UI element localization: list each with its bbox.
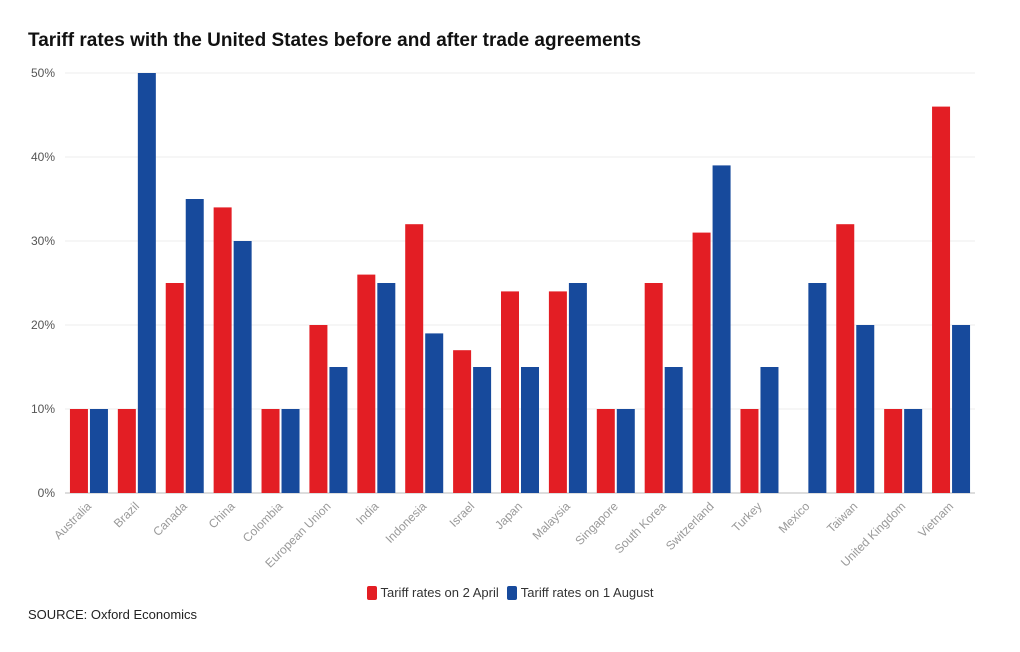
y-tick-label: 40% — [31, 150, 55, 164]
y-tick-label: 10% — [31, 402, 55, 416]
bar-april — [357, 274, 376, 493]
bar-april — [740, 409, 759, 493]
bar-april — [453, 350, 472, 493]
x-tick-label: Malaysia — [530, 499, 574, 543]
bar-august — [521, 367, 539, 493]
x-tick-label: Colombia — [240, 499, 286, 545]
legend: Tariff rates on 2 April Tariff rates on … — [0, 585, 1020, 600]
x-tick-label: Vietnam — [915, 499, 956, 540]
legend-item-april: Tariff rates on 2 April — [366, 585, 499, 600]
legend-swatch-april — [366, 585, 377, 600]
x-tick-label: Taiwan — [824, 499, 860, 535]
bar-april — [884, 409, 903, 493]
bar-april — [69, 409, 88, 493]
x-tick-label: Australia — [51, 499, 94, 542]
bar-august — [616, 409, 635, 493]
bar-august — [329, 367, 348, 493]
x-tick-label: China — [206, 499, 238, 531]
x-tick-label: Canada — [150, 499, 190, 539]
bar-august — [89, 409, 108, 493]
legend-swatch-august — [506, 585, 517, 600]
bars — [69, 73, 971, 493]
bar-august — [664, 367, 683, 493]
bar-april — [213, 207, 232, 493]
bar-april — [644, 283, 663, 493]
y-tick-label: 50% — [31, 66, 55, 80]
chart-title: Tariff rates with the United States befo… — [28, 30, 642, 51]
bar-august — [281, 409, 300, 493]
bar-august — [233, 241, 252, 493]
x-tick-label: Singapore — [572, 499, 621, 548]
x-tick-label: Turkey — [729, 499, 765, 535]
legend-label-april: Tariff rates on 2 April — [380, 585, 499, 600]
x-tick-label: Israel — [447, 499, 478, 530]
bar-august — [377, 283, 396, 493]
bar-april — [501, 291, 519, 493]
bar-august — [137, 73, 156, 493]
x-tick-label: Indonesia — [383, 499, 430, 546]
bar-august — [712, 165, 731, 493]
bar-april — [836, 224, 855, 493]
bar-april — [261, 409, 280, 493]
x-tick-label: Japan — [492, 499, 525, 532]
bar-august — [568, 283, 587, 493]
bar-april — [165, 283, 184, 493]
bar-august — [425, 333, 444, 493]
legend-label-august: Tariff rates on 1 August — [520, 585, 654, 600]
x-tick-label: India — [353, 499, 382, 528]
bar-august — [760, 367, 779, 493]
bar-april — [405, 224, 424, 493]
source-note: SOURCE: Oxford Economics — [28, 607, 198, 622]
y-tick-label: 0% — [38, 486, 56, 500]
bar-august — [185, 199, 204, 493]
bar-august — [808, 283, 827, 493]
x-tick-label: South Korea — [612, 499, 669, 556]
bar-april — [309, 325, 328, 493]
bar-april — [596, 409, 615, 493]
bar-august — [904, 409, 923, 493]
bar-april — [548, 291, 567, 493]
bar-april — [932, 106, 951, 493]
bar-august — [952, 325, 971, 493]
y-axis-ticks: 0% 10% 20% 30% 40% 50% — [31, 66, 55, 500]
x-tick-label: Switzerland — [663, 499, 717, 553]
x-axis-ticks: Australia Brazil Canada China ColombiaEurope… — [51, 499, 956, 570]
x-tick-label: Brazil — [111, 499, 142, 530]
y-tick-label: 20% — [31, 318, 55, 332]
y-tick-label: 30% — [31, 234, 55, 248]
bar-april — [117, 409, 136, 493]
bar-august — [856, 325, 875, 493]
bar-august — [473, 367, 492, 493]
legend-item-august: Tariff rates on 1 August — [506, 585, 654, 600]
bar-april — [692, 232, 711, 493]
x-tick-label: Mexico — [776, 499, 813, 536]
